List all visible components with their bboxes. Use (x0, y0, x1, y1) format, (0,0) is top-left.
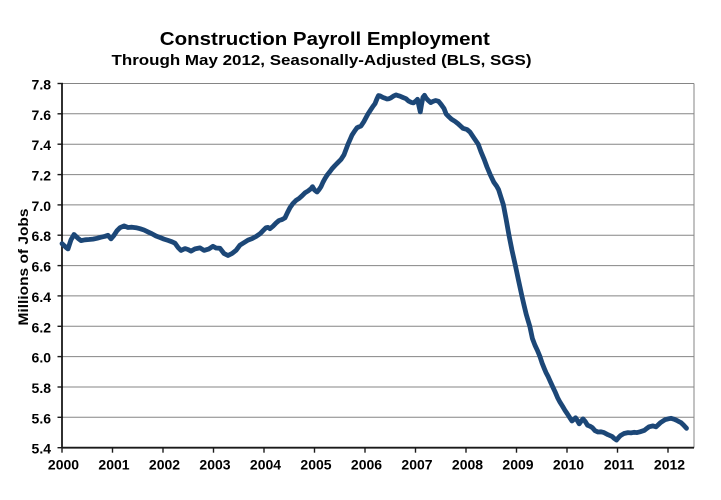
svg-text:7.6: 7.6 (32, 107, 52, 123)
svg-text:6.8: 6.8 (32, 228, 52, 244)
svg-text:2010: 2010 (553, 457, 584, 473)
svg-text:2011: 2011 (604, 457, 635, 473)
svg-text:2001: 2001 (98, 457, 129, 473)
svg-text:2002: 2002 (149, 457, 180, 473)
svg-text:6.2: 6.2 (32, 319, 52, 335)
svg-text:2006: 2006 (351, 457, 382, 473)
svg-text:2005: 2005 (300, 457, 331, 473)
svg-text:6.0: 6.0 (32, 350, 52, 366)
svg-text:2004: 2004 (250, 457, 281, 473)
svg-text:6.4: 6.4 (32, 289, 52, 305)
svg-text:Millions of Jobs: Millions of Jobs (15, 208, 31, 325)
svg-text:Through May 2012, Seasonally-A: Through May 2012, Seasonally-Adjusted (B… (112, 52, 532, 69)
svg-text:5.4: 5.4 (32, 441, 52, 457)
svg-text:2012: 2012 (654, 457, 685, 473)
svg-text:5.8: 5.8 (32, 380, 52, 396)
svg-text:5.6: 5.6 (32, 410, 52, 426)
svg-text:Construction Payroll Employmen: Construction Payroll Employment (160, 29, 490, 49)
svg-text:2003: 2003 (199, 457, 230, 473)
svg-text:7.2: 7.2 (32, 168, 52, 184)
svg-text:2000: 2000 (48, 457, 79, 473)
svg-text:2007: 2007 (401, 457, 432, 473)
svg-text:2009: 2009 (502, 457, 533, 473)
svg-text:7.8: 7.8 (32, 77, 52, 93)
svg-text:7.0: 7.0 (32, 198, 52, 214)
svg-text:6.6: 6.6 (32, 259, 52, 275)
svg-text:2008: 2008 (452, 457, 483, 473)
svg-text:7.4: 7.4 (32, 137, 52, 153)
